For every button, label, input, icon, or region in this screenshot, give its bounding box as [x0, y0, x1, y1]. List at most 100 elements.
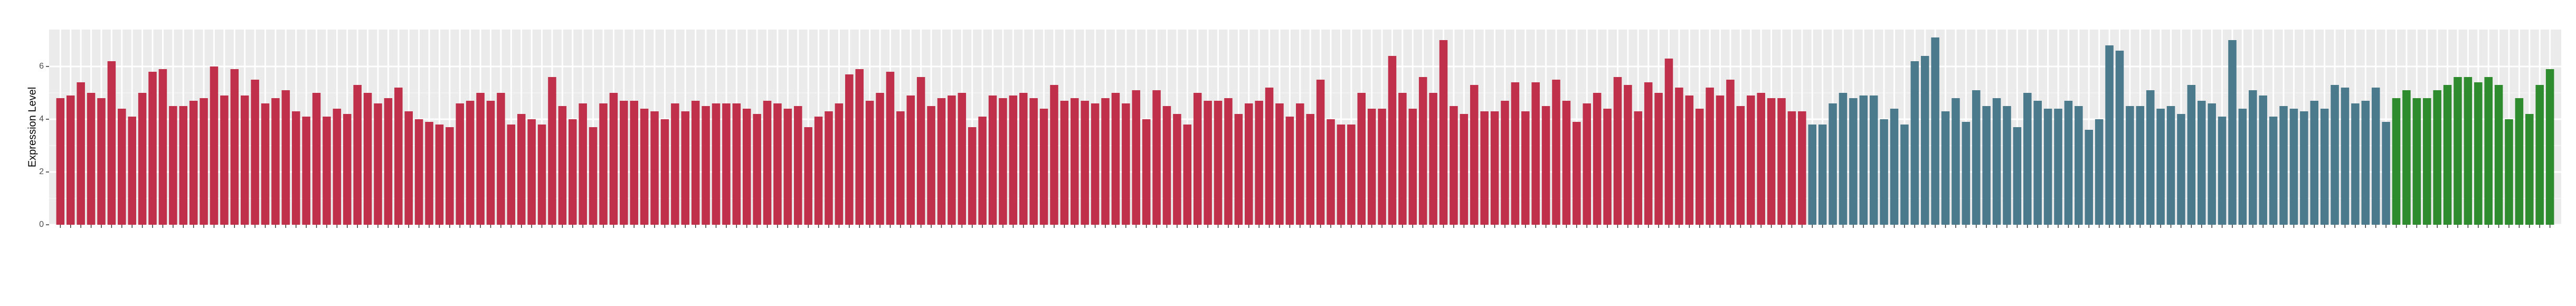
- bar: [1552, 80, 1560, 225]
- bar: [118, 109, 126, 225]
- bar: [2382, 122, 2390, 225]
- bar: [363, 93, 372, 225]
- bar: [2422, 98, 2431, 225]
- bar: [446, 127, 454, 225]
- bar: [1941, 111, 1950, 225]
- bar: [742, 109, 751, 225]
- bar: [2064, 101, 2073, 225]
- bar: [1541, 106, 1550, 225]
- y-axis-title: Expression Level: [26, 87, 38, 167]
- bar: [1408, 109, 1417, 225]
- y-tick-label: 6: [39, 62, 44, 71]
- bar: [2412, 98, 2421, 225]
- bar: [2095, 119, 2104, 225]
- bar: [1521, 111, 1530, 225]
- bar: [2197, 101, 2206, 225]
- bar: [1347, 125, 1356, 225]
- bar: [1829, 103, 1837, 225]
- bar: [2156, 109, 2165, 225]
- bar: [660, 119, 669, 225]
- bar: [2115, 51, 2124, 225]
- bar: [2484, 77, 2493, 225]
- bar: [404, 111, 413, 225]
- bar: [169, 106, 177, 225]
- bar: [1081, 101, 1089, 225]
- bar: [753, 114, 761, 225]
- bar: [1962, 122, 1971, 225]
- bar: [1593, 93, 1602, 225]
- bar: [1716, 95, 1725, 225]
- bar: [1583, 103, 1592, 225]
- bar: [1183, 125, 1192, 225]
- bar: [2033, 101, 2042, 225]
- bar: [1747, 95, 1755, 225]
- bar: [2238, 109, 2247, 225]
- bar: [537, 125, 546, 225]
- bar: [732, 103, 741, 225]
- bar: [1644, 82, 1653, 225]
- bar: [1111, 93, 1120, 225]
- bar: [988, 95, 997, 225]
- bar: [1142, 119, 1151, 225]
- bar: [148, 72, 157, 225]
- bar: [2341, 88, 2350, 225]
- bar: [1839, 93, 1848, 225]
- bar: [138, 93, 147, 225]
- bar: [1265, 88, 1274, 225]
- bar: [1019, 93, 1028, 225]
- bar: [2515, 98, 2524, 225]
- y-tick-label: 2: [39, 167, 44, 176]
- bar: [230, 69, 239, 225]
- bar: [722, 103, 731, 225]
- bar: [825, 111, 833, 225]
- bar: [394, 88, 403, 225]
- bar: [1162, 106, 1171, 225]
- bar: [1501, 101, 1509, 225]
- bar: [323, 117, 331, 225]
- bar: [1808, 125, 1816, 225]
- bar: [609, 93, 618, 225]
- bar: [2105, 45, 2114, 225]
- bar: [200, 98, 208, 225]
- bar: [1009, 95, 1018, 225]
- bar: [958, 93, 967, 225]
- bar: [107, 61, 116, 225]
- bar: [1337, 125, 1346, 225]
- y-tick-label: 4: [39, 114, 44, 123]
- y-tick-label: 0: [39, 220, 44, 229]
- bar: [2249, 90, 2257, 225]
- bar: [414, 119, 423, 225]
- bar: [620, 101, 628, 225]
- bar: [384, 98, 393, 225]
- bar: [927, 106, 935, 225]
- bar: [281, 90, 290, 225]
- bar: [240, 95, 249, 225]
- bar: [1050, 85, 1058, 225]
- bar: [948, 95, 956, 225]
- bar: [599, 103, 608, 225]
- bar: [763, 101, 772, 225]
- bar: [189, 101, 198, 225]
- bar: [2228, 40, 2237, 225]
- bar: [1122, 103, 1130, 225]
- bar: [2320, 109, 2329, 225]
- bar: [2208, 103, 2216, 225]
- bar: [999, 98, 1007, 225]
- bar: [1726, 80, 1735, 225]
- bar: [1378, 109, 1386, 225]
- bar: [650, 111, 659, 225]
- bar: [2054, 109, 2062, 225]
- bar: [87, 93, 96, 225]
- bar: [1757, 93, 1765, 225]
- bar: [630, 101, 638, 225]
- bar: [548, 77, 556, 225]
- bar: [1624, 85, 1632, 225]
- bar: [1439, 40, 1448, 225]
- bar: [1910, 61, 1919, 225]
- bar: [1490, 111, 1499, 225]
- bar: [1736, 106, 1745, 225]
- bar: [1460, 114, 1469, 225]
- bar: [1275, 103, 1284, 225]
- bar: [1429, 93, 1437, 225]
